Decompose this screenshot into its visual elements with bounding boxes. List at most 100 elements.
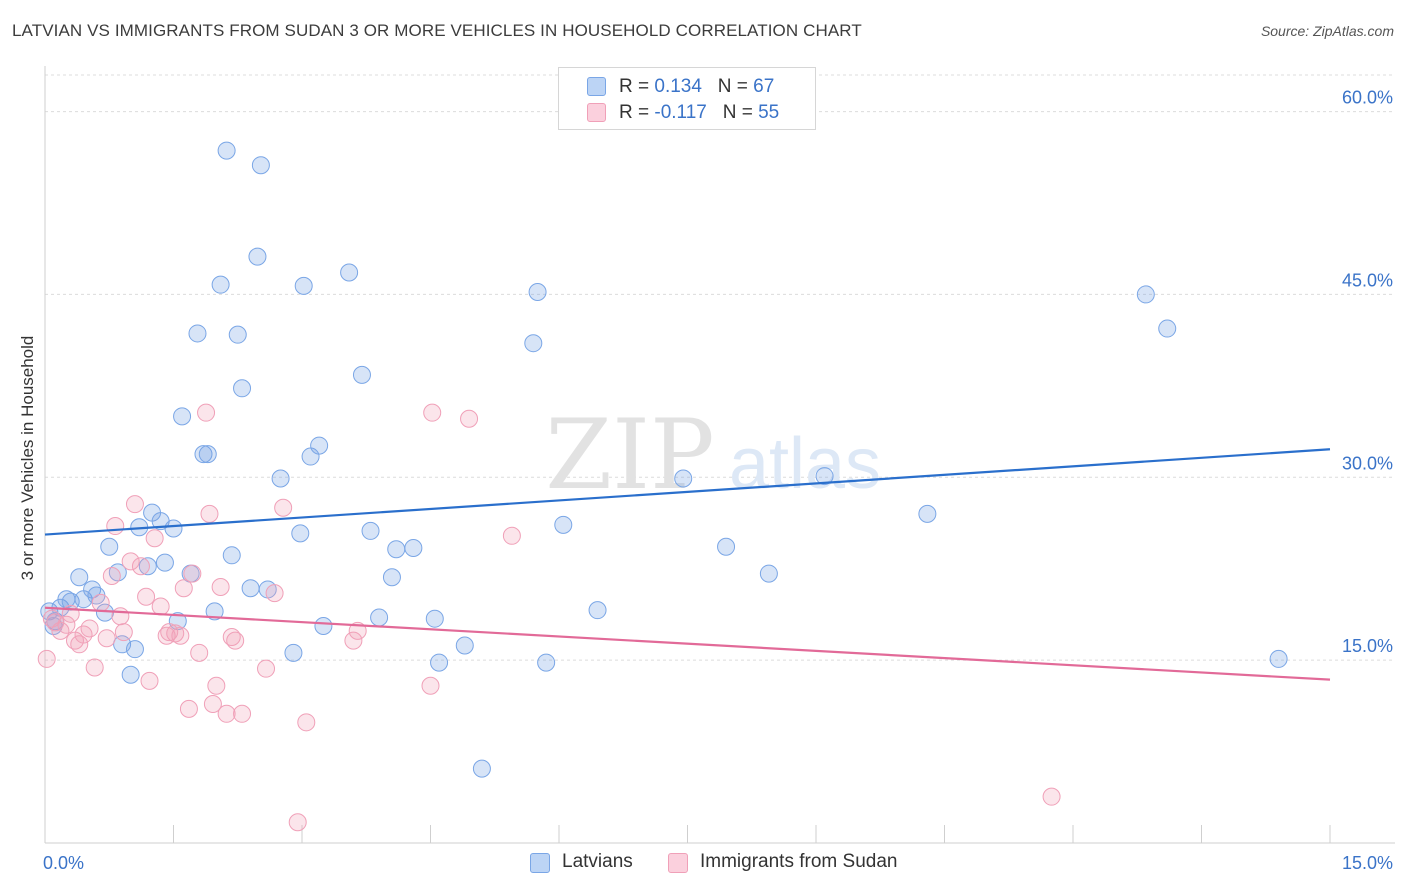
- sudan-point: [257, 659, 276, 678]
- sudan-point: [421, 676, 440, 695]
- latvians-point: [125, 640, 144, 659]
- n-value: 55: [758, 102, 780, 123]
- sudan-point: [121, 552, 140, 571]
- latvians-point: [138, 557, 157, 576]
- sudan-point: [125, 495, 144, 514]
- latvians-point: [211, 275, 230, 294]
- sudan-swatch: [587, 103, 606, 122]
- latvians-point: [404, 538, 423, 557]
- r-label: R =: [619, 76, 655, 97]
- sudan-point: [265, 584, 284, 603]
- latvians-point: [217, 141, 236, 160]
- sudan-point: [190, 643, 209, 662]
- latvians-point: [352, 365, 371, 384]
- sudan-point: [80, 619, 99, 638]
- sudan-point: [160, 623, 179, 642]
- latvians-point: [291, 524, 310, 543]
- sudan-point: [114, 623, 133, 642]
- sudan-point: [137, 587, 156, 606]
- sudan-point: [197, 403, 216, 422]
- latvians-point: [370, 608, 389, 627]
- sudan-point: [217, 704, 236, 723]
- latvians-point: [717, 537, 736, 556]
- sudan-point: [502, 526, 521, 545]
- sudan-point: [423, 403, 442, 422]
- legend-label: Latvians: [562, 851, 633, 872]
- trend-lines: [44, 448, 1331, 681]
- sudan-point: [131, 557, 150, 576]
- sudan-point: [166, 624, 185, 643]
- latvians-point: [674, 469, 693, 488]
- sudan-point: [203, 695, 222, 714]
- latvians-point: [314, 617, 333, 636]
- sudan-point: [174, 579, 193, 598]
- latvians-point: [455, 636, 474, 655]
- legend-label: Immigrants from Sudan: [700, 851, 898, 872]
- latvians-point: [241, 579, 260, 598]
- sudan-point: [91, 593, 110, 612]
- sudan-point: [297, 713, 316, 732]
- latvians-point: [228, 325, 247, 344]
- watermark-atlas: atlas: [729, 424, 881, 504]
- sudan-point: [207, 676, 226, 695]
- latvians-point: [1158, 319, 1177, 338]
- latvians-point: [164, 519, 183, 538]
- latvians-trend-line: [44, 448, 1331, 536]
- sudan-point: [106, 517, 125, 536]
- sudan-point: [200, 504, 219, 523]
- latvians-point: [271, 469, 290, 488]
- sudan-point: [102, 567, 121, 586]
- latvians-point: [222, 546, 241, 565]
- latvians-point: [205, 602, 224, 621]
- sudan-point: [183, 564, 202, 583]
- latvians-point: [588, 601, 607, 620]
- sudan-point: [70, 635, 89, 654]
- sudan-point: [222, 627, 241, 646]
- latvians-point: [918, 504, 937, 523]
- latvians-point: [554, 515, 573, 534]
- source-label: Source: ZipAtlas.com: [1260, 23, 1394, 39]
- sudan-point: [233, 704, 252, 723]
- latvians-point: [310, 436, 329, 455]
- latvians-point: [198, 445, 217, 464]
- latvians-point: [284, 643, 303, 662]
- latvians-point: [173, 407, 192, 426]
- latvians-point: [1269, 649, 1288, 668]
- y-tick-label: 30.0%: [1342, 453, 1393, 473]
- x-tick-label: 15.0%: [1342, 853, 1393, 873]
- sudan-point: [348, 621, 367, 640]
- latvians-point: [340, 263, 359, 282]
- stats-legend: R = 0.134 N = 67 R = -0.117 N = 55: [558, 67, 816, 130]
- latvians-point: [155, 553, 174, 572]
- latvians-point: [387, 540, 406, 559]
- latvians-point: [100, 537, 119, 556]
- sudan-point: [37, 649, 56, 668]
- latvians-point: [528, 282, 547, 301]
- sudan-point: [111, 607, 130, 626]
- latvians-point: [294, 276, 313, 295]
- n-value: 67: [753, 76, 775, 97]
- latvians-swatch: [587, 77, 606, 96]
- latvians-point: [472, 759, 491, 778]
- sudan-point: [85, 658, 104, 677]
- sudan-point: [151, 597, 170, 616]
- latvians-point: [194, 445, 213, 464]
- sudan-point: [226, 631, 245, 650]
- latvians-point: [1136, 285, 1155, 304]
- latvians-point: [537, 653, 556, 672]
- latvians-point: [382, 568, 401, 587]
- y-tick-label: 60.0%: [1342, 88, 1393, 108]
- latvians-point: [430, 653, 449, 672]
- latvians-point: [70, 568, 89, 587]
- watermark-zip: ZIP: [545, 399, 714, 511]
- latvians-point: [121, 665, 140, 684]
- data-points: [37, 141, 1288, 832]
- latvians-point: [425, 609, 444, 628]
- latvians-point: [815, 467, 834, 486]
- sudan-point: [460, 409, 479, 428]
- sudan-point: [171, 626, 190, 645]
- n-label: N =: [717, 76, 754, 97]
- tick-labels: 15.0% 30.0% 45.0% 60.0% 0.0% 15.0%: [43, 88, 1393, 873]
- y-tick-label: 15.0%: [1342, 636, 1393, 656]
- sudan-point: [211, 578, 230, 596]
